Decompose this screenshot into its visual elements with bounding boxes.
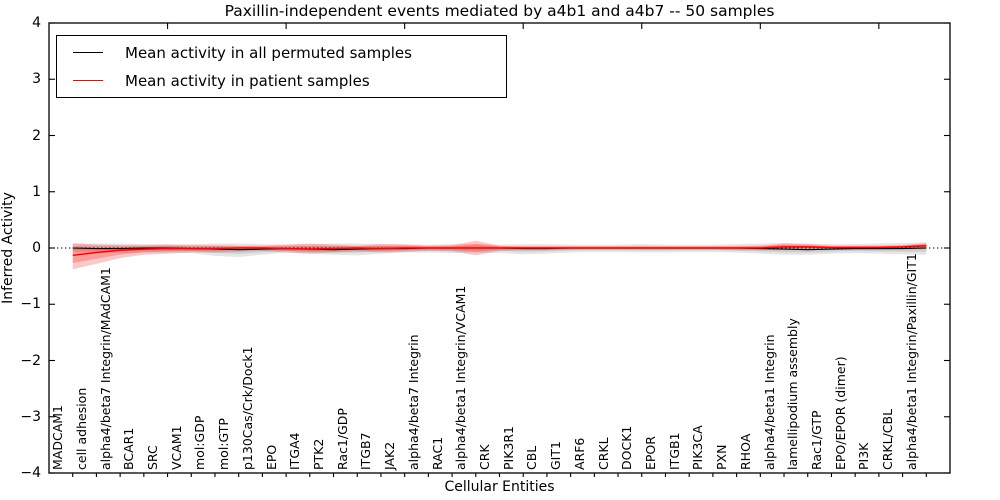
x-tick-label: CRK: [477, 444, 492, 470]
x-tick-label: cell adhesion: [73, 387, 89, 470]
y-tick-label: 0: [32, 240, 41, 256]
x-tick-label: MADCAM1: [50, 405, 66, 470]
x-tick-label: ITGA4: [287, 432, 303, 470]
x-tick-label: alpha4/beta1 Integrin/VCAM1: [453, 285, 469, 470]
x-tick-label: RHOA: [737, 433, 753, 470]
x-tick-label: ARF6: [571, 437, 587, 470]
legend-item: Mean activity in patient samples: [57, 67, 506, 95]
x-tick-label: alpha4/beta1 Integrin/Paxillin/GIT1: [903, 253, 919, 470]
x-tick-label: DOCK1: [619, 425, 635, 470]
confidence-bands: [72, 240, 927, 270]
legend-line-red-icon: [73, 80, 103, 81]
y-tick-label: 2: [32, 127, 41, 144]
legend-item: Mean activity in all permuted samples: [57, 39, 506, 67]
legend-label: Mean activity in patient samples: [125, 71, 370, 90]
x-tick-label: BCAR1: [121, 427, 137, 470]
y-tick-label: −3: [20, 408, 41, 425]
legend: Mean activity in all permuted samples Mea…: [56, 35, 507, 98]
x-tick-label: CRKL: [595, 437, 611, 470]
y-tick-label: −1: [20, 296, 41, 313]
chart-title: Paxillin-independent events mediated by …: [224, 2, 775, 20]
plot-frame: [48, 22, 951, 474]
patient-mean-line: [72, 245, 927, 257]
x-tick-label: mol:GDP: [192, 415, 208, 470]
x-tick-label: PIK3R1: [500, 425, 516, 470]
x-tick-label: PXN: [714, 444, 730, 470]
y-tick-label: −4: [20, 465, 41, 481]
x-tick-label: VCAM1: [168, 425, 184, 470]
x-tick-label: ITGB1: [666, 432, 682, 470]
x-tick-label: SRC: [145, 445, 161, 470]
x-axis-label: Cellular Entities: [444, 479, 555, 495]
x-tick-label: alpha4/beta1 Integrin: [761, 334, 777, 470]
permuted-samples-range-outer: [72, 242, 927, 257]
x-tick-label: PIK3CA: [690, 425, 706, 470]
x-tick-label: mol:GTP: [216, 418, 232, 470]
x-tick-label: Rac1/GTP: [808, 410, 824, 470]
x-tick-label: Rac1/GDP: [334, 408, 350, 470]
x-tick-label: CRKL/CBL: [880, 408, 896, 470]
x-tick-label: p130Cas/Crk/Dock1: [239, 346, 255, 470]
legend-label: Mean activity in all permuted samples: [125, 43, 412, 62]
permuted-samples-range-inner: [72, 244, 927, 254]
x-tick-label: PI3K: [856, 442, 872, 470]
x-tick-label: EPOR: [642, 436, 658, 470]
y-tick-label: −2: [20, 352, 41, 369]
x-tick-label: JAK2: [382, 441, 398, 470]
y-tick-label: 4: [32, 15, 41, 31]
series-lines: [49, 245, 950, 257]
x-tick-label: ITGB7: [358, 432, 374, 470]
x-tick-label: GIT1: [548, 441, 564, 470]
y-tick-label: 1: [32, 183, 41, 200]
x-tick-label: RAC1: [429, 436, 445, 470]
x-tick-label: alpha4/beta7 Integrin: [405, 334, 421, 470]
x-tick-label: PTK2: [311, 438, 327, 470]
x-tick-label: alpha4/beta7 Integrin/MAdCAM1: [97, 267, 113, 470]
x-tick-label: lamellipodium assembly: [785, 318, 801, 470]
x-tick-label: EPO/EPOR (dimer): [832, 356, 848, 470]
y-tick-label: 3: [32, 71, 41, 88]
legend-line-black-icon: [73, 52, 103, 53]
x-tick-label: EPO: [263, 444, 279, 470]
x-tick-label: CBL: [524, 445, 540, 470]
